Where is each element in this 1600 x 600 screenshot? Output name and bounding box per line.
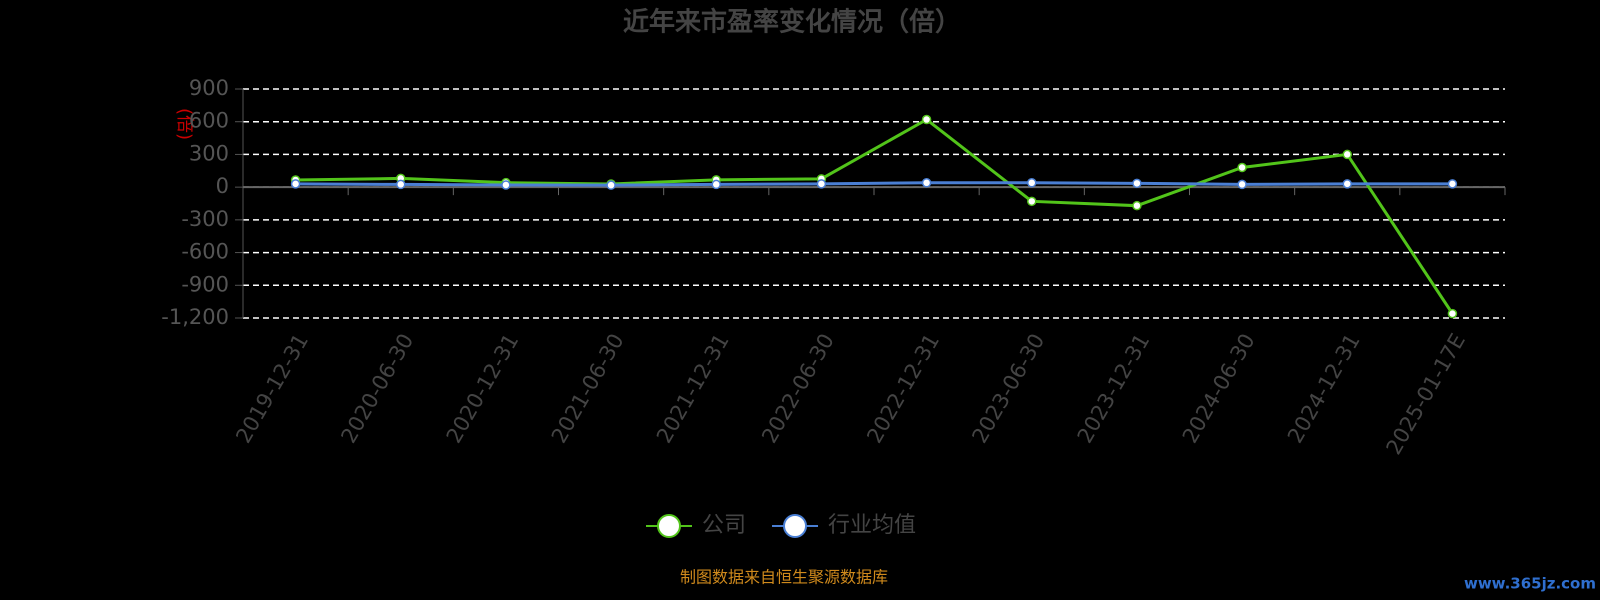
source-note: 制图数据来自恒生聚源数据库: [680, 568, 888, 587]
y-tick-label: -900: [181, 272, 229, 296]
x-tick-label: 2020-06-30: [336, 330, 418, 448]
data-point: [1132, 178, 1142, 189]
x-tick-label: 2025-01-17E: [1382, 330, 1470, 459]
x-tick-label: 2024-06-30: [1178, 330, 1260, 448]
series-line: [295, 117, 1454, 315]
y-tick-label: 300: [189, 141, 229, 165]
data-point: [711, 179, 721, 190]
data-point: [1237, 179, 1247, 190]
y-tick-label: -600: [181, 240, 229, 264]
x-tick-label: 2023-06-30: [967, 330, 1049, 448]
data-point: [1132, 200, 1142, 211]
legend-marker: [657, 514, 681, 538]
y-tick-label: 600: [189, 109, 229, 133]
legend-marker: [783, 514, 808, 538]
legend-label: 公司: [702, 513, 746, 538]
y-axis-label: (倍): [174, 108, 195, 140]
data-point: [290, 179, 301, 189]
series-line: [295, 181, 1453, 187]
data-point: [921, 114, 932, 125]
x-tick-label: 2019-12-31: [231, 330, 313, 448]
data-point: [1027, 178, 1037, 188]
y-tick-label: -1,200: [161, 305, 229, 329]
data-point: [816, 179, 827, 189]
legend-label: 行业均值: [828, 513, 916, 538]
y-tick-label: -300: [181, 207, 229, 231]
data-point: [1027, 196, 1037, 207]
data-point: [921, 178, 932, 188]
data-point: [1447, 308, 1458, 319]
chart-title: 近年来市盈率变化情况（倍）: [623, 7, 961, 38]
y-tick-label: 900: [189, 76, 229, 100]
data-point: [1237, 162, 1247, 173]
watermark: www.365jz.com: [1464, 575, 1596, 593]
data-point: [501, 180, 511, 190]
data-point: [606, 180, 616, 190]
x-tick-label: 2022-06-30: [757, 330, 839, 448]
x-tick-label: 2024-12-31: [1283, 330, 1365, 448]
x-tick-label: 2022-12-31: [862, 329, 944, 447]
x-tick-label: 2021-12-31: [652, 330, 734, 448]
x-tick-label: 2023-12-31: [1073, 330, 1155, 448]
data-point: [396, 179, 406, 190]
data-point: [1342, 149, 1352, 160]
y-tick-label: 0: [216, 174, 229, 198]
x-tick-label: 2020-12-31: [442, 330, 524, 448]
data-point: [1447, 179, 1458, 189]
x-tick-label: 2021-06-30: [547, 330, 629, 448]
data-point: [1342, 179, 1352, 189]
